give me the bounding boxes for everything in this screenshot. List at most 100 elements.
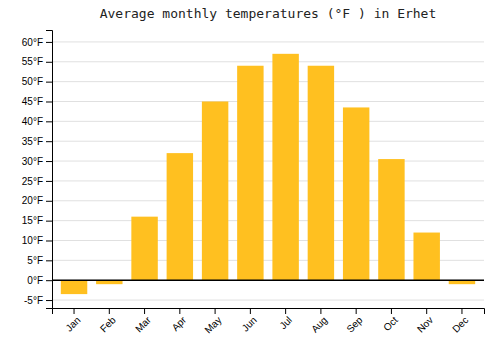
x-tick: May	[202, 308, 223, 336]
y-tick: 55°F	[22, 56, 52, 67]
plot: -5°F 0°F 5°F 10°F 15°F 20°F 25°F 30°F 35°F 40°F 45…	[22, 31, 485, 336]
x-tick-mark	[356, 308, 357, 314]
bar	[343, 107, 369, 280]
y-tick-label: 25°F	[22, 176, 43, 187]
y-tick-label: 5°F	[27, 255, 43, 266]
y-tick: 30°F	[22, 156, 52, 167]
x-tick-label: Oct	[381, 314, 400, 333]
x-axis: Jan Feb Mar Apr May Jun Jul Aug Sep Oct Nov Dec	[53, 308, 485, 336]
y-tick-label: 30°F	[22, 156, 43, 167]
x-tick-label: Feb	[98, 314, 118, 334]
y-tick-mark	[46, 201, 52, 202]
x-tick-mark	[144, 308, 145, 314]
y-tick-label: 0°F	[27, 275, 43, 286]
bar	[202, 101, 228, 280]
y-tick: 10°F	[22, 235, 52, 246]
y-tick-mark	[46, 121, 52, 122]
y-tick-mark	[46, 260, 52, 261]
bar	[413, 233, 439, 281]
x-tick: Apr	[170, 308, 189, 333]
x-tick-mark	[179, 308, 180, 314]
x-tick-mark	[215, 308, 216, 314]
y-tick-mark	[46, 181, 52, 182]
x-tick-mark	[461, 308, 462, 314]
grid-line	[52, 81, 484, 82]
bar	[272, 54, 298, 280]
bar	[131, 217, 157, 281]
title: Average monthly temperatures (°F ) in Er…	[100, 6, 437, 21]
x-tick: Mar	[133, 308, 153, 334]
x-tick-mark	[426, 308, 427, 314]
y-tick-mark	[46, 42, 52, 43]
grid-line	[52, 101, 484, 102]
x-tick-label: Aug	[309, 314, 329, 334]
x-tick-label: Dec	[450, 314, 470, 334]
y-tick: 45°F	[22, 96, 52, 107]
y-tick-mark	[46, 240, 52, 241]
x-tick-mark	[320, 308, 321, 314]
y-tick-label: 45°F	[22, 96, 43, 107]
x-tick-label: Nov	[415, 314, 435, 334]
y-axis-line	[46, 31, 53, 309]
x-tick-mark	[285, 308, 286, 314]
chart: Average monthly temperatures (°F ) in Er…	[0, 0, 500, 350]
x-tick-label: May	[202, 314, 223, 335]
x-tick: Sep	[344, 308, 365, 335]
y-tick-label: 15°F	[22, 215, 43, 226]
y-axis: -5°F 0°F 5°F 10°F 15°F 20°F 25°F 30°F 35°F 40°F 45…	[22, 31, 53, 309]
y-tick: -5°F	[24, 295, 52, 306]
x-tick-mark	[250, 308, 251, 314]
x-tick: Aug	[309, 308, 329, 335]
y-tick-label: 35°F	[22, 136, 43, 147]
x-tick-label: Jun	[240, 314, 259, 333]
x-tick: Feb	[98, 308, 118, 334]
y-tick: 60°F	[22, 37, 52, 48]
bar	[237, 66, 263, 280]
grid-line	[52, 61, 484, 62]
x-axis-line	[53, 309, 485, 315]
x-tick-label: Jan	[63, 314, 82, 333]
bars	[52, 54, 484, 294]
zero-line	[52, 279, 484, 281]
y-tick-label: 50°F	[22, 76, 43, 87]
y-tick-mark	[46, 280, 52, 281]
bar	[308, 66, 334, 280]
grid-line	[52, 280, 484, 281]
x-tick-label: Sep	[344, 314, 365, 335]
grid-line	[52, 200, 484, 201]
y-tick-mark	[46, 62, 52, 63]
grid-line	[52, 180, 484, 181]
y-tick: 15°F	[22, 215, 52, 226]
x-tick-mark	[391, 308, 392, 314]
grid-line	[52, 141, 484, 142]
x-tick-mark	[74, 308, 75, 314]
y-tick-mark	[46, 161, 52, 162]
y-tick: 25°F	[22, 176, 52, 187]
x-tick: Nov	[415, 308, 435, 335]
grid-line	[52, 161, 484, 162]
x-tick: Dec	[450, 308, 470, 335]
y-tick-label: -5°F	[24, 295, 43, 306]
y-tick-mark	[46, 82, 52, 83]
grid-line	[52, 220, 484, 221]
grid-line	[52, 121, 484, 122]
y-tick-label: 40°F	[22, 116, 43, 127]
y-tick-mark	[46, 101, 52, 102]
grid-line	[52, 41, 484, 42]
grid	[52, 42, 484, 300]
x-tick: Jun	[240, 308, 259, 334]
y-tick: 5°F	[27, 255, 52, 266]
bar	[378, 159, 404, 280]
x-tick-label: Jul	[277, 314, 294, 331]
x-tick: Jul	[277, 308, 294, 331]
y-tick-label: 55°F	[22, 56, 43, 67]
y-tick-mark	[46, 221, 52, 222]
x-tick: Oct	[381, 308, 400, 333]
x-tick-label: Apr	[170, 314, 189, 333]
y-tick: 40°F	[22, 116, 52, 127]
y-tick-label: 20°F	[22, 195, 43, 206]
y-tick-label: 60°F	[22, 37, 43, 48]
y-tick-mark	[46, 300, 52, 301]
y-tick: 35°F	[22, 136, 52, 147]
x-tick: Jan	[63, 308, 82, 334]
